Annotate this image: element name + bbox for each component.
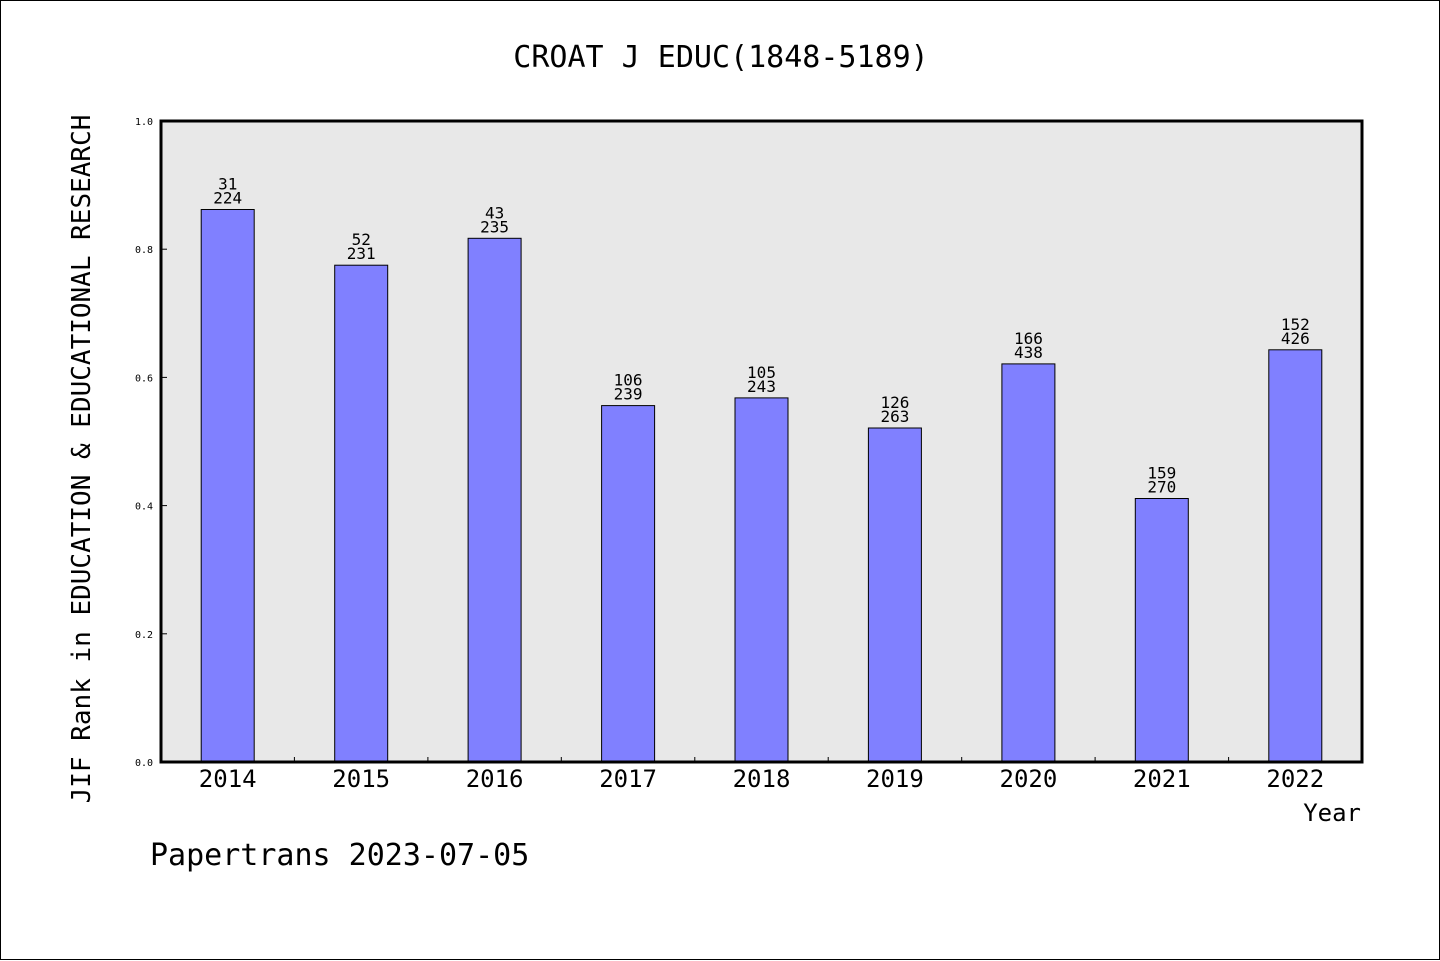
y-tick-label: 0.2 [135,630,153,641]
x-tick-label-2019: 2019 [866,765,924,793]
chart-title: CROAT J EDUC(1848-5189) [513,40,928,75]
bar-label-bottom-2018: 243 [747,377,776,396]
bar-2021 [1134,498,1189,763]
bar-label-top-2019: 126 [880,393,909,412]
x-tick-label-2021: 2021 [1133,765,1191,793]
x-tick-label-2017: 2017 [599,765,657,793]
y-tick-label: 1.0 [135,117,153,128]
bar-label-top-2022: 152 [1281,315,1310,334]
bar-label-bottom-2021: 270 [1147,478,1176,497]
bar-2017 [601,405,656,763]
x-tick-label-2022: 2022 [1266,765,1324,793]
bars-layer [200,209,1323,763]
bar-label-top-2014: 31 [218,175,237,194]
x-axis-label: Year [1303,799,1361,827]
bar-2016 [467,237,522,763]
x-tick-label-2020: 2020 [1000,765,1058,793]
bar-label-bottom-2017: 239 [614,385,643,404]
bar-label-bottom-2015: 231 [347,244,376,263]
x-axis: 2014 2015 2016 2017 2018 2019 2020 2021 2022 [199,757,1324,793]
y-tick-label: 0.4 [135,502,153,513]
plot-frame [159,119,1364,764]
x-tick-label-2014: 2014 [199,765,257,793]
bar-label-top-2015: 52 [352,230,371,249]
x-tick-label-2015: 2015 [332,765,390,793]
footer-credit: Papertrans 2023-07-05 [150,838,529,873]
bar-2018 [734,397,789,763]
bar-label-bottom-2016: 235 [480,217,509,236]
x-tick-label-2018: 2018 [733,765,791,793]
bar-label-top-2018: 105 [747,363,776,382]
bar-2015 [334,264,389,763]
bar-label-bottom-2019: 263 [880,407,909,426]
y-tick-label: 0.6 [135,373,153,384]
y-tick-label: 0.0 [135,758,153,769]
bar-label-top-2016: 43 [485,203,504,222]
bar-2019 [867,427,922,763]
bar-label-bottom-2014: 224 [213,189,242,208]
y-axis-label: JIF Rank in EDUCATION & EDUCATIONAL RESE… [67,115,97,804]
y-tick-label: 0.8 [135,245,153,256]
bar-2022 [1268,349,1323,763]
bar-label-top-2017: 106 [614,371,643,390]
bar-label-bottom-2020: 438 [1014,343,1043,362]
x-tick-label-2016: 2016 [466,765,524,793]
bar-label-bottom-2022: 426 [1281,329,1310,348]
bar-label-top-2020: 166 [1014,329,1043,348]
bar-2014 [200,209,255,763]
bar-label-top-2021: 159 [1147,464,1176,483]
bar-2020 [1001,363,1056,763]
